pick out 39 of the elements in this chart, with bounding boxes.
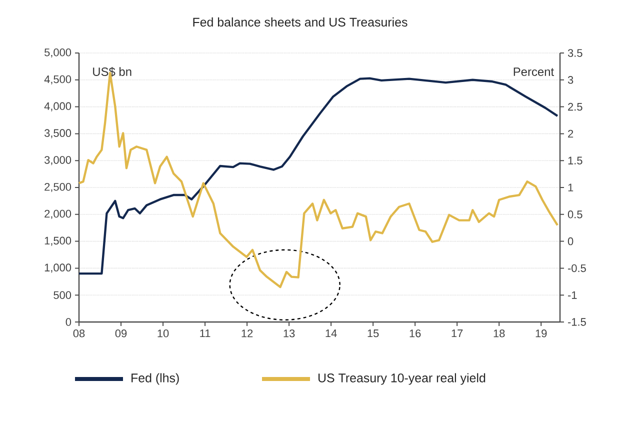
y-tick-label: 1,500 (44, 236, 72, 246)
y2-tick-label: 2.5 (568, 102, 582, 111)
x-tick-label: 09 (115, 330, 127, 338)
y-tick-label: 3,500 (44, 129, 72, 138)
x-tick-label: 12 (242, 330, 253, 338)
x-tick-label: 16 (410, 330, 421, 338)
legend-label: US Treasury 10-year real yield (318, 373, 486, 385)
x-tick-label: 13 (284, 330, 295, 338)
x-tick-label: 17 (452, 330, 463, 338)
y2-tick-label: 2 (568, 130, 574, 138)
x-tick-label: 10 (158, 330, 169, 338)
y-tick-label: 3,000 (44, 156, 72, 166)
y-tick-label: 500 (54, 291, 72, 299)
x-tick-label: 14 (326, 330, 337, 338)
y-tick-label: 2,000 (44, 210, 72, 219)
y2-tick-label: 0 (568, 237, 574, 246)
y-tick-label: 4,500 (44, 75, 72, 84)
chart-title: Fed balance sheets and US Treasuries (193, 17, 408, 27)
y2-axis-title: Percent (514, 68, 554, 76)
y2-tick-label: 3.5 (568, 49, 582, 57)
y2-tick-label: -1.5 (568, 318, 586, 326)
y-tick-label: 1,000 (44, 264, 72, 273)
x-tick-label: 11 (200, 330, 210, 338)
y-axis-title: US$ bn (93, 67, 132, 77)
y2-tick-label: 3 (568, 76, 574, 84)
y-tick-label: 2,500 (44, 182, 72, 192)
y2-tick-label: 0.5 (568, 210, 582, 218)
y-tick-label: 5,000 (44, 48, 72, 58)
y2-tick-label: -0.5 (568, 264, 586, 272)
y2-tick-label: -1 (568, 291, 577, 299)
y-tick-label: 0 (66, 318, 72, 326)
legend-label: Fed (lhs) (132, 373, 179, 385)
y2-tick-label: 1 (568, 184, 574, 192)
y-tick-label: 4,000 (44, 102, 72, 112)
x-tick-label: 08 (73, 330, 85, 338)
x-tick-label: 19 (536, 330, 547, 338)
x-tick-label: 18 (494, 330, 505, 338)
x-tick-label: 15 (368, 330, 379, 338)
y2-tick-label: 1.5 (568, 156, 582, 164)
